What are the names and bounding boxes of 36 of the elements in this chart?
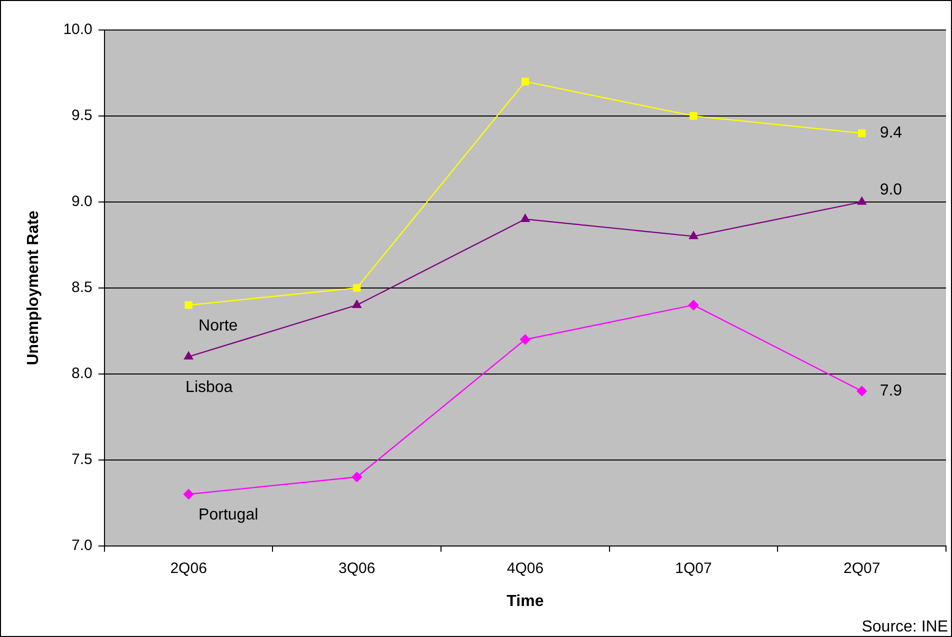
point bbox=[184, 352, 194, 360]
x-tick-label: 2Q07 bbox=[843, 560, 880, 577]
point bbox=[688, 300, 699, 310]
series-label: Norte bbox=[198, 318, 238, 334]
data-label: 9.0 bbox=[880, 181, 902, 198]
point bbox=[352, 300, 362, 308]
x-tick-label: 2Q06 bbox=[170, 560, 207, 577]
x-tick-label: 1Q07 bbox=[675, 560, 712, 577]
series-label: Portugal bbox=[198, 506, 258, 524]
point bbox=[352, 472, 362, 482]
y-tick-label: 7.0 bbox=[72, 536, 92, 554]
point bbox=[856, 386, 867, 396]
y-tick-label: 8.0 bbox=[72, 365, 92, 382]
point bbox=[520, 214, 530, 222]
point bbox=[520, 334, 530, 345]
point bbox=[183, 489, 194, 500]
x-tick-label: 3Q06 bbox=[338, 560, 376, 577]
point bbox=[857, 196, 866, 205]
point bbox=[184, 301, 192, 309]
x-tick-label: 4Q06 bbox=[506, 560, 544, 577]
point bbox=[690, 112, 698, 120]
y-tick-label: 9.0 bbox=[72, 193, 92, 210]
series-label: Lisboa bbox=[186, 379, 233, 396]
point bbox=[521, 78, 529, 86]
data-label: 7.9 bbox=[880, 382, 902, 400]
point bbox=[689, 231, 698, 240]
point bbox=[858, 129, 866, 137]
y-axis-title: Unemployment Rate bbox=[25, 210, 42, 366]
x-axis-title: Time bbox=[506, 592, 544, 610]
point bbox=[353, 284, 361, 292]
y-tick-label: 10.0 bbox=[63, 21, 92, 38]
source-note: Source: INE bbox=[862, 618, 948, 636]
data-label: 9.4 bbox=[880, 124, 902, 142]
y-tick-label: 7.5 bbox=[72, 450, 92, 468]
y-tick-label: 9.5 bbox=[72, 107, 92, 124]
y-tick-label: 8.5 bbox=[72, 279, 92, 296]
